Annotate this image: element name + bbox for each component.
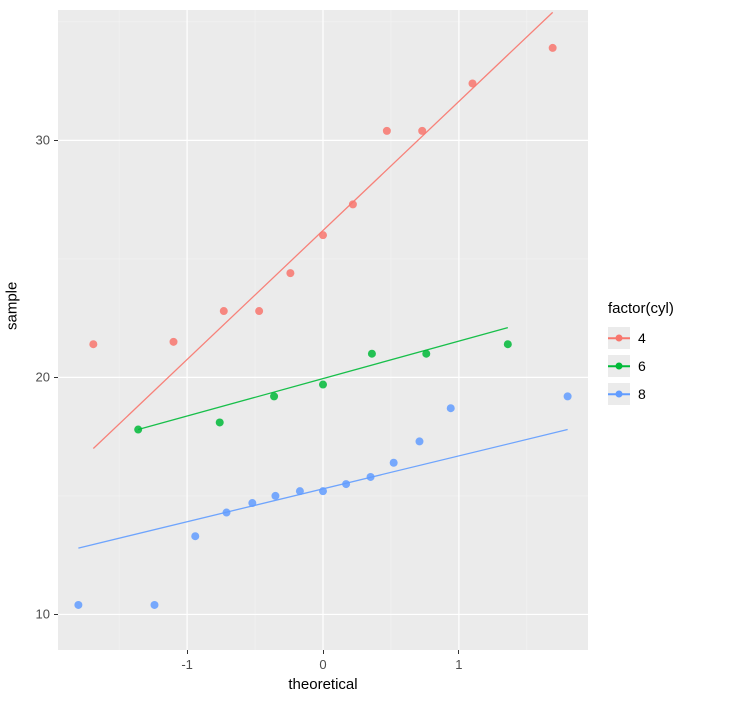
legend-item-6: 6 — [608, 355, 674, 377]
data-point — [223, 509, 231, 517]
data-point — [319, 231, 327, 239]
x-tick-label: -1 — [181, 657, 193, 672]
legend-key-icon — [608, 383, 630, 405]
data-point — [368, 350, 376, 358]
data-point — [89, 340, 97, 348]
legend-key-icon — [608, 327, 630, 349]
y-tick-label: 10 — [26, 607, 50, 622]
x-tick-label: 1 — [455, 657, 462, 672]
data-point — [170, 338, 178, 346]
y-tick-mark — [54, 140, 58, 141]
data-point — [134, 426, 142, 434]
plot-panel — [58, 10, 588, 650]
data-point — [191, 532, 199, 540]
data-point — [367, 473, 375, 481]
legend-item-8: 8 — [608, 383, 674, 405]
data-point — [504, 340, 512, 348]
data-point — [216, 418, 224, 426]
data-point — [383, 127, 391, 135]
data-point — [319, 381, 327, 389]
data-point — [296, 487, 304, 495]
plot-svg — [58, 10, 588, 650]
data-point — [342, 480, 350, 488]
y-axis-title: sample — [4, 282, 21, 330]
x-tick-mark — [187, 650, 188, 654]
data-point — [415, 437, 423, 445]
data-point — [564, 392, 572, 400]
qq-plot-figure: theoretical sample factor(cyl) 4 6 8 -1 0 1 1… — [0, 0, 735, 712]
y-tick-label: 20 — [26, 370, 50, 385]
data-point — [319, 487, 327, 495]
data-point — [349, 200, 357, 208]
legend-item-4: 4 — [608, 327, 674, 349]
data-point — [220, 307, 228, 315]
x-tick-label: 0 — [319, 657, 326, 672]
legend-label: 4 — [638, 330, 646, 346]
data-point — [248, 499, 256, 507]
x-tick-mark — [323, 650, 324, 654]
data-point — [270, 392, 278, 400]
data-point — [255, 307, 263, 315]
x-axis-title: theoretical — [58, 676, 588, 693]
x-tick-mark — [458, 650, 459, 654]
data-point — [549, 44, 557, 52]
data-point — [447, 404, 455, 412]
legend-key-icon — [608, 355, 630, 377]
data-point — [422, 350, 430, 358]
data-point — [74, 601, 82, 609]
data-point — [286, 269, 294, 277]
legend-title: factor(cyl) — [608, 300, 674, 317]
data-point — [468, 79, 476, 87]
legend: factor(cyl) 4 6 8 — [608, 300, 674, 411]
data-point — [271, 492, 279, 500]
data-point — [390, 459, 398, 467]
y-tick-label: 30 — [26, 133, 50, 148]
data-point — [150, 601, 158, 609]
y-tick-mark — [54, 377, 58, 378]
legend-label: 8 — [638, 386, 646, 402]
y-tick-mark — [54, 614, 58, 615]
legend-label: 6 — [638, 358, 646, 374]
data-point — [418, 127, 426, 135]
